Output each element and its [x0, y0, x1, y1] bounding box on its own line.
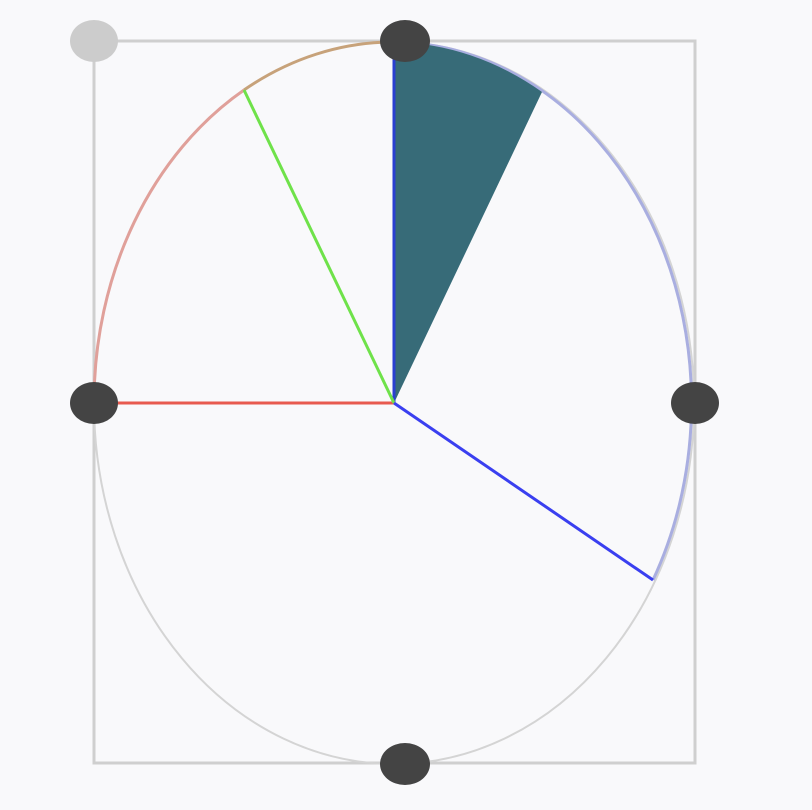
resize-handle-top-left-corner[interactable] [70, 20, 118, 62]
radius-line-green[interactable] [242, 89, 396, 404]
selected-sector-wedge[interactable] [394, 42, 542, 403]
arc-left-segment [92, 88, 245, 404]
resize-handle-left[interactable] [70, 382, 118, 424]
arc-right-segment [393, 40, 694, 581]
resize-handle-right[interactable] [671, 382, 719, 424]
radius-line-blue[interactable] [393, 401, 654, 582]
arc-top-segment [243, 40, 395, 92]
resize-handle-top[interactable] [380, 20, 430, 62]
resize-handle-bottom[interactable] [380, 743, 430, 785]
